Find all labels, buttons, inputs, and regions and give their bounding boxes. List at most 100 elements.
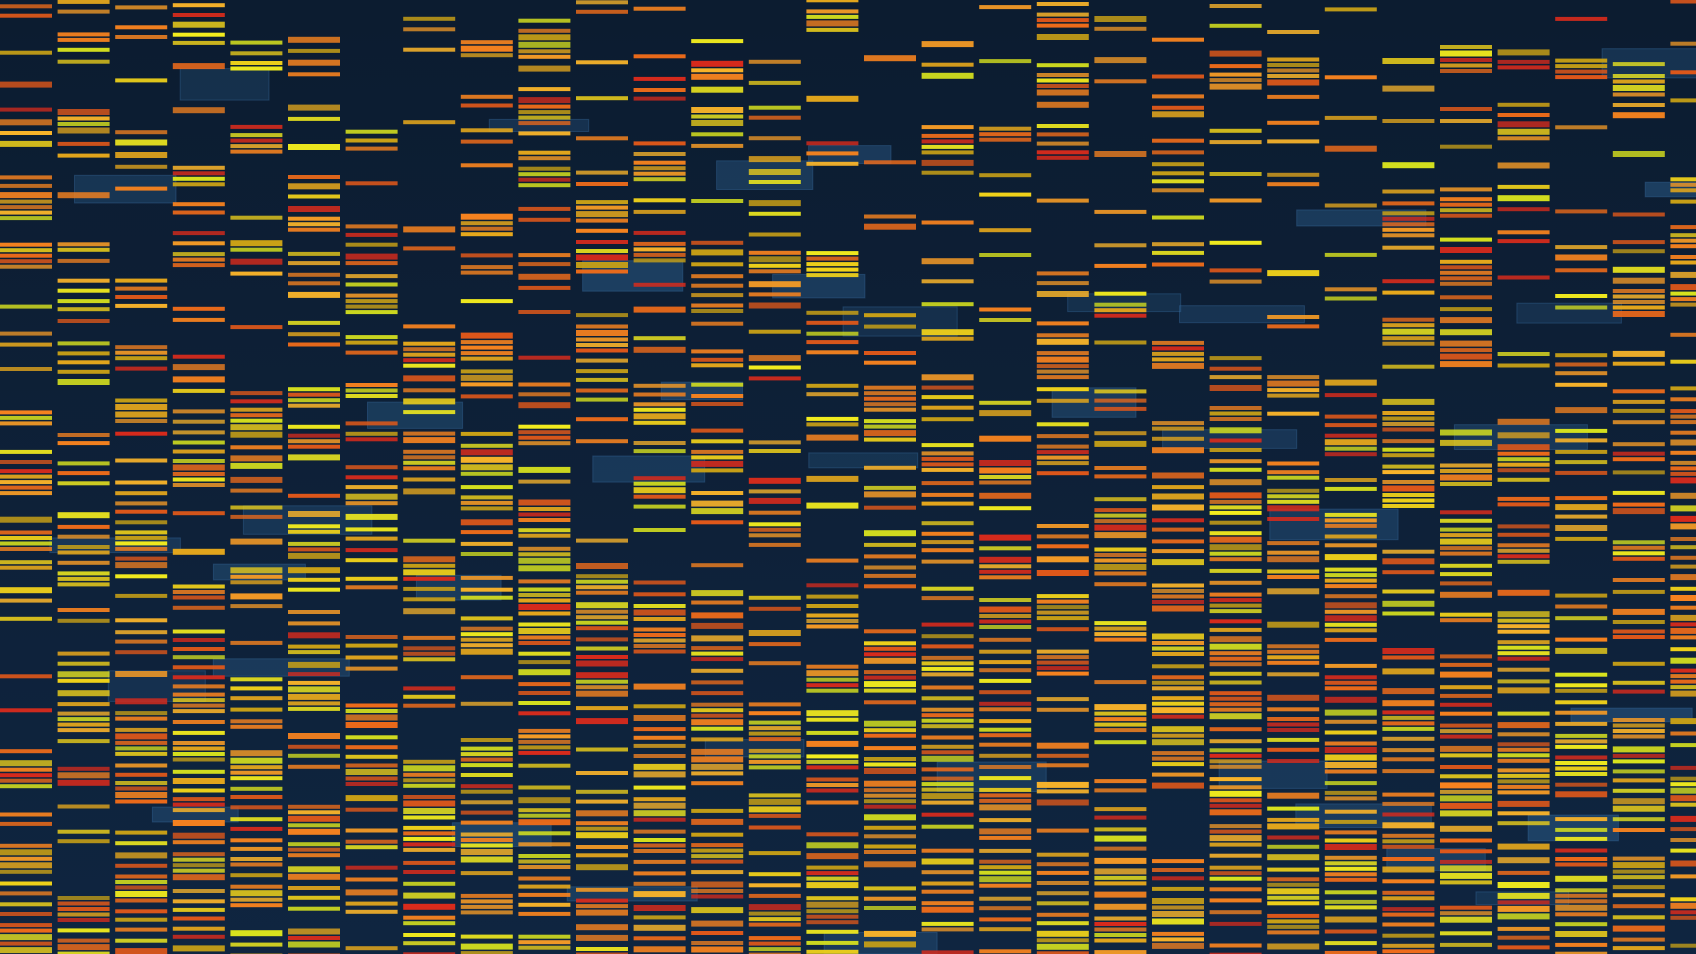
band — [115, 366, 168, 371]
band — [460, 270, 513, 275]
band — [806, 320, 859, 325]
band — [691, 68, 744, 73]
band — [1152, 518, 1204, 523]
band — [460, 500, 513, 505]
band — [345, 388, 398, 393]
band — [633, 88, 686, 92]
band — [576, 718, 628, 725]
band — [979, 480, 1032, 485]
band — [57, 141, 110, 146]
band — [1440, 551, 1492, 556]
band — [1497, 742, 1550, 747]
band — [1612, 451, 1665, 456]
band — [979, 927, 1032, 932]
band — [0, 242, 52, 247]
band — [1612, 875, 1665, 880]
band — [288, 547, 340, 552]
band — [1612, 277, 1665, 284]
band — [1382, 290, 1435, 295]
band — [1324, 423, 1377, 428]
band — [864, 530, 916, 537]
band — [1382, 949, 1435, 954]
band — [1267, 488, 1320, 493]
band — [979, 876, 1032, 883]
band — [1497, 352, 1550, 356]
band — [460, 495, 513, 500]
band — [288, 524, 340, 529]
band — [691, 428, 744, 433]
band — [230, 580, 283, 585]
band — [57, 379, 110, 385]
band — [1440, 538, 1492, 545]
band — [691, 870, 744, 875]
band — [633, 198, 686, 203]
band — [1036, 556, 1089, 563]
band — [1267, 737, 1320, 742]
band — [1555, 922, 1608, 927]
band — [1670, 827, 1696, 832]
band — [460, 332, 513, 339]
band — [1324, 830, 1377, 835]
band — [576, 9, 628, 14]
band — [518, 104, 571, 109]
band — [0, 474, 52, 479]
band — [864, 573, 916, 578]
band — [748, 720, 801, 725]
band — [172, 306, 225, 311]
band — [1497, 418, 1550, 425]
band — [691, 818, 744, 825]
band — [979, 719, 1032, 724]
band — [864, 844, 916, 849]
band — [172, 820, 225, 826]
band — [864, 223, 916, 230]
band — [1670, 332, 1696, 337]
band — [230, 514, 283, 519]
band — [518, 565, 571, 572]
band — [0, 331, 52, 336]
band — [691, 500, 744, 507]
band — [1497, 184, 1550, 189]
band — [115, 711, 168, 716]
band — [691, 439, 744, 444]
band — [1036, 444, 1089, 449]
band — [1267, 569, 1320, 574]
band — [0, 536, 52, 540]
band — [979, 765, 1032, 769]
band — [57, 938, 110, 943]
band — [230, 776, 283, 781]
band — [633, 936, 686, 941]
band — [403, 455, 456, 460]
band — [1382, 222, 1435, 227]
band — [1036, 150, 1089, 155]
band — [115, 874, 168, 879]
band — [1324, 578, 1377, 583]
band — [691, 86, 744, 93]
band — [806, 9, 859, 14]
band — [518, 34, 571, 41]
band — [288, 650, 340, 655]
band — [1324, 7, 1377, 12]
band — [864, 657, 916, 664]
band — [1209, 748, 1262, 753]
band — [633, 96, 686, 101]
band — [1036, 921, 1089, 926]
band — [1440, 533, 1492, 538]
band — [806, 730, 859, 735]
band — [460, 784, 513, 789]
band — [172, 252, 225, 257]
band — [1267, 888, 1320, 895]
band — [806, 161, 859, 166]
band — [1209, 505, 1262, 510]
band — [345, 485, 398, 490]
band — [633, 407, 686, 412]
band — [172, 388, 225, 393]
band — [403, 686, 456, 691]
band — [172, 210, 225, 215]
band — [576, 417, 628, 422]
band — [1497, 59, 1550, 64]
band — [748, 80, 801, 85]
band — [1555, 827, 1608, 832]
band — [1152, 594, 1204, 599]
band — [0, 183, 52, 188]
band — [403, 398, 456, 405]
